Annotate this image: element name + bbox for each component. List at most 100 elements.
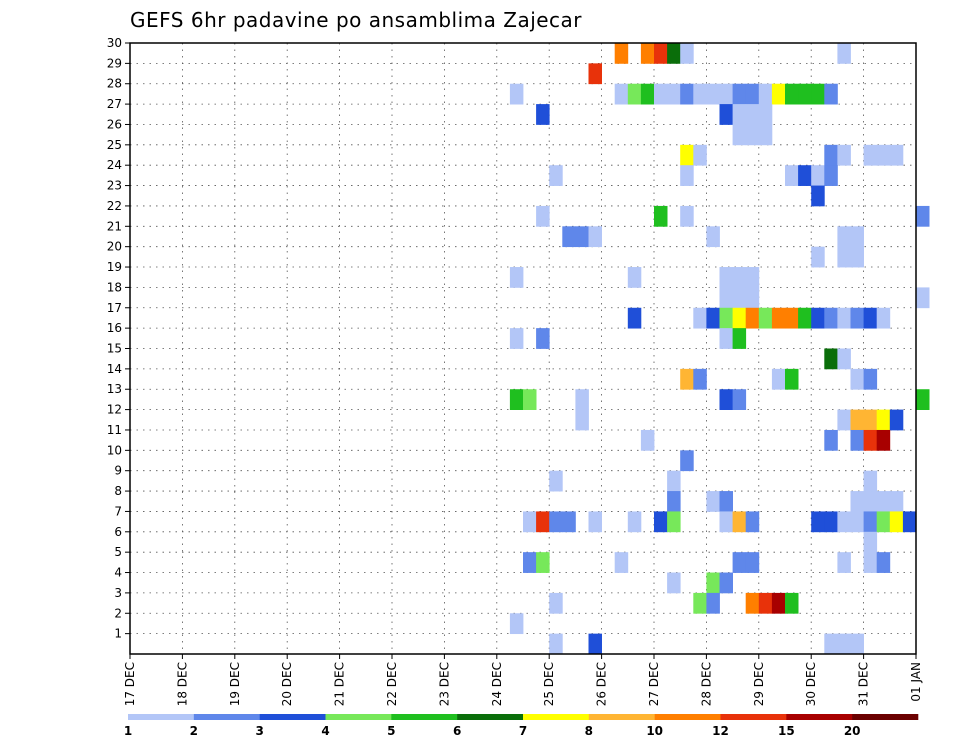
y-tick-label: 26 xyxy=(107,117,122,131)
precip-cell xyxy=(745,552,760,573)
precip-cell xyxy=(745,124,760,146)
y-tick-label: 6 xyxy=(114,525,122,539)
precip-cell xyxy=(889,511,904,533)
y-tick-label: 5 xyxy=(114,545,122,559)
precip-cell xyxy=(719,104,733,125)
x-tick-label: 27 DEC xyxy=(647,662,661,706)
precip-cell xyxy=(732,83,747,105)
y-tick-label: 9 xyxy=(114,464,122,478)
colorbar-swatch xyxy=(786,714,853,720)
precip-cell xyxy=(811,185,825,207)
colorbar-swatch xyxy=(523,714,590,720)
precip-cell xyxy=(889,409,904,431)
y-tick-label: 16 xyxy=(107,321,122,335)
precip-cell xyxy=(680,43,694,64)
x-tick-label: 18 DEC xyxy=(175,662,189,706)
precip-cell xyxy=(588,63,602,85)
precip-cell xyxy=(562,226,576,248)
precip-cell xyxy=(785,165,799,186)
y-tick-label: 14 xyxy=(107,362,122,376)
precip-cell xyxy=(588,226,602,248)
colorbar-swatch xyxy=(259,714,326,720)
y-tick-label: 18 xyxy=(107,280,122,294)
precip-cell xyxy=(850,226,864,248)
colorbar-swatch xyxy=(193,714,260,720)
precip-cell xyxy=(745,267,760,288)
colorbar-label: 10 xyxy=(646,724,663,738)
heatmap-cells xyxy=(509,43,930,655)
precip-cell xyxy=(627,83,642,105)
precip-cell xyxy=(575,226,589,248)
precip-cell xyxy=(549,511,563,533)
precip-cell xyxy=(758,104,773,125)
precip-cell xyxy=(758,83,773,105)
colorbar-label: 8 xyxy=(585,724,593,738)
precip-cell xyxy=(719,287,733,309)
precip-cell xyxy=(863,368,878,390)
precip-cell xyxy=(732,552,747,573)
colorbar-swatch xyxy=(720,714,787,720)
precip-cell xyxy=(916,205,930,227)
x-tick-label: 29 DEC xyxy=(752,662,766,706)
precip-cell xyxy=(732,511,747,533)
precip-cell xyxy=(732,267,747,288)
colorbar: 1 2 3 4 5 6 7 8 10 12 15 20 xyxy=(124,714,919,738)
colorbar-label: 4 xyxy=(321,724,329,738)
precip-cell xyxy=(889,144,904,166)
precip-cell xyxy=(837,43,851,64)
y-tick-label: 27 xyxy=(107,97,122,111)
x-tick-label: 19 DEC xyxy=(228,662,242,706)
y-tick-label: 20 xyxy=(107,240,122,254)
precip-cell xyxy=(785,592,799,614)
precip-cell xyxy=(680,83,694,105)
precip-cell xyxy=(719,328,733,349)
precip-cell xyxy=(536,511,550,533)
precip-cell xyxy=(693,144,707,166)
precip-cell xyxy=(902,511,917,533)
precip-cell xyxy=(863,144,878,166)
precip-cell xyxy=(654,205,668,227)
y-tick-label: 7 xyxy=(114,504,122,518)
y-tick-label: 2 xyxy=(114,606,122,620)
x-tick-label: 25 DEC xyxy=(542,662,556,706)
precip-cell xyxy=(614,43,629,64)
gridlines xyxy=(130,43,916,654)
precip-cell xyxy=(575,389,589,410)
precip-cell xyxy=(667,572,681,594)
x-tick-label: 26 DEC xyxy=(595,662,609,706)
precip-cell xyxy=(706,226,720,248)
precip-cell xyxy=(732,287,747,309)
precip-cell xyxy=(824,633,838,655)
precip-cell xyxy=(706,83,720,105)
precip-cell xyxy=(693,83,707,105)
precip-cell xyxy=(850,491,864,512)
precip-cell xyxy=(549,592,563,614)
precip-cell xyxy=(549,470,563,492)
precip-cell xyxy=(824,307,838,329)
precip-cell xyxy=(850,409,864,431)
colorbar-label: 12 xyxy=(712,724,729,738)
colorbar-swatch xyxy=(588,714,655,720)
precip-cell xyxy=(771,368,786,390)
precip-cell xyxy=(863,307,878,329)
precip-cell xyxy=(837,144,851,166)
precip-cell xyxy=(614,552,629,573)
precip-cell xyxy=(850,633,864,655)
precip-cell xyxy=(863,409,878,431)
precip-cell xyxy=(824,348,838,370)
precip-cell xyxy=(509,267,524,288)
precip-cell xyxy=(680,144,694,166)
precip-cell xyxy=(824,429,838,451)
colorbar-swatch xyxy=(852,714,919,720)
x-axis-ticks: 17 DEC 18 DEC 19 DEC 20 DEC 21 DEC 22 DEC 23 D… xyxy=(123,654,923,706)
precip-cell xyxy=(785,83,799,105)
y-tick-label: 4 xyxy=(114,566,122,580)
colorbar-swatch xyxy=(325,714,392,720)
precip-cell xyxy=(549,165,563,186)
x-tick-label: 21 DEC xyxy=(333,662,347,706)
precip-cell xyxy=(640,43,655,64)
precip-cell xyxy=(876,409,891,431)
precip-cell xyxy=(837,246,851,268)
precip-cell xyxy=(876,429,891,451)
